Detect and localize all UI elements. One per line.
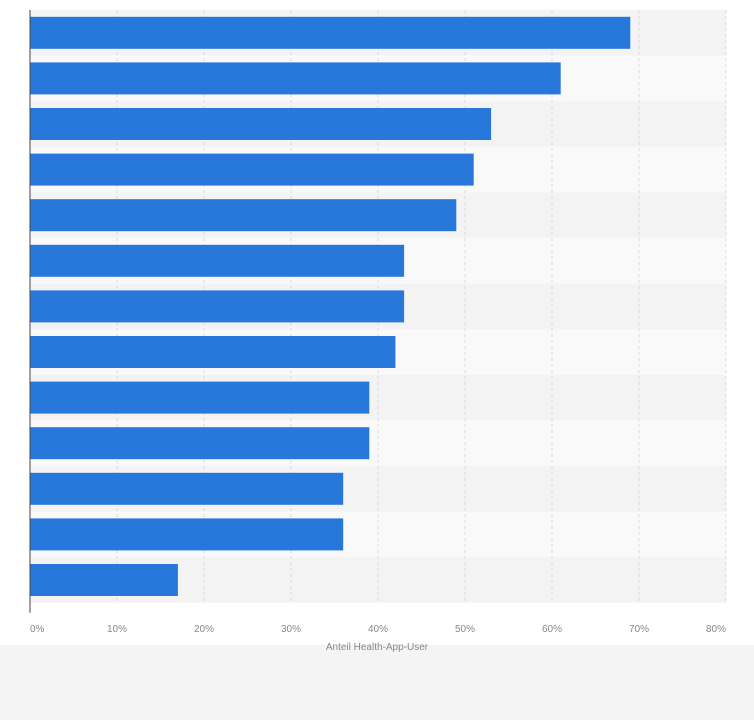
bar (30, 16, 631, 49)
x-tick-label: 50% (455, 624, 475, 635)
x-tick-label: 0% (30, 624, 45, 635)
x-tick-label: 80% (706, 624, 726, 635)
bar (30, 153, 474, 186)
bar (30, 290, 405, 323)
x-tick-labels: 0% 10% 20% 30% 40% 50% 60% 70% 80% (30, 624, 726, 635)
bars (30, 16, 631, 596)
x-tick-label: 20% (194, 624, 214, 635)
bar (30, 381, 370, 414)
bar (30, 108, 492, 140)
bar (30, 427, 370, 460)
x-tick-label: 60% (542, 624, 562, 635)
bar (30, 62, 561, 95)
x-tick-label: 30% (281, 624, 301, 635)
bar (30, 336, 396, 368)
x-tick-label: 10% (107, 624, 127, 635)
x-tick-label: 70% (629, 624, 649, 635)
x-axis-label: Anteil Health-App-User (326, 642, 429, 653)
x-tick-label: 40% (368, 624, 388, 635)
bar (30, 199, 457, 232)
bar (30, 518, 344, 551)
bar (30, 472, 344, 505)
bar (30, 564, 178, 596)
bar (30, 244, 405, 277)
